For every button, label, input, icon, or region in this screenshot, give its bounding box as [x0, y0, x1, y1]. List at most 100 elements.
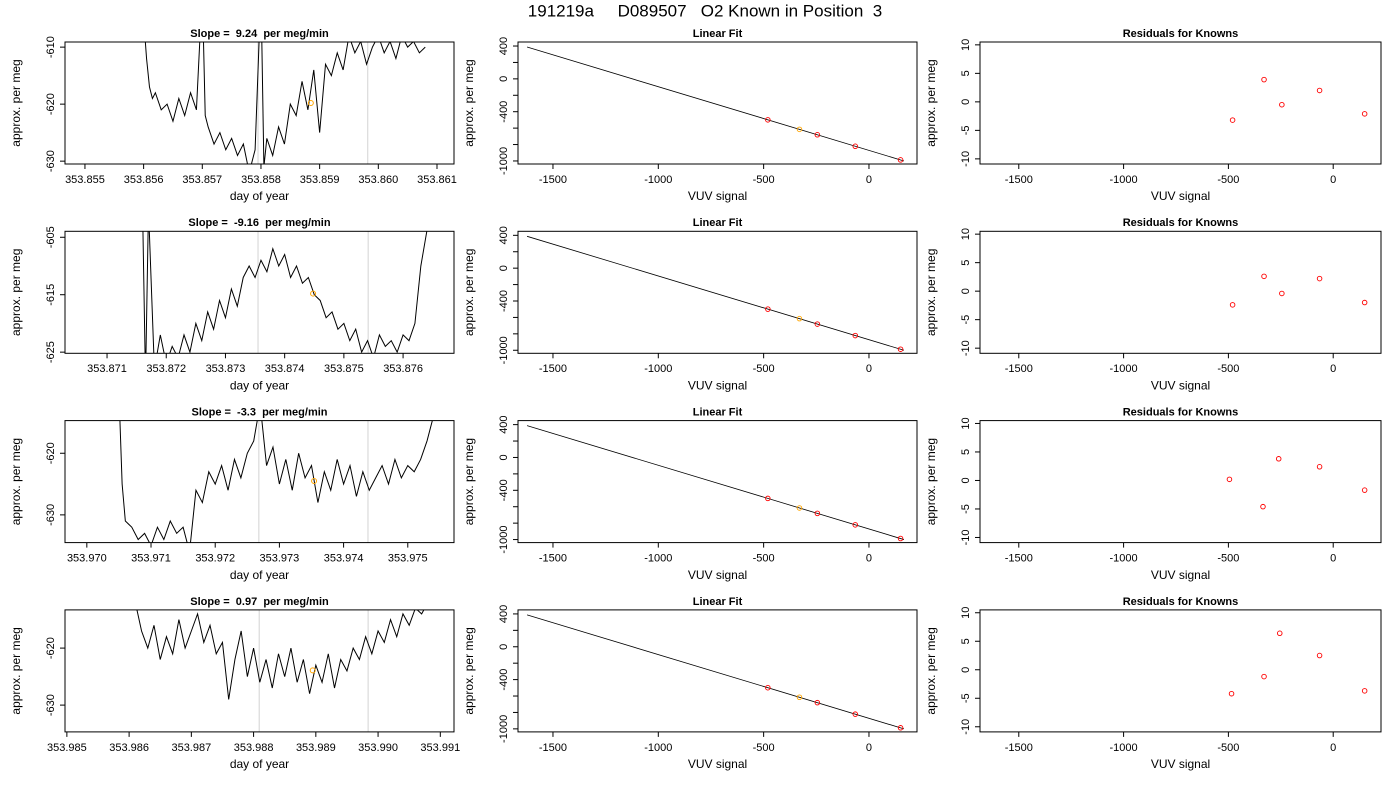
x-tick-label: 0	[866, 363, 872, 375]
x-tick-label: -500	[1217, 174, 1239, 186]
x-tick-label: 353.860	[358, 174, 398, 186]
y-tick-label: -5	[960, 125, 972, 135]
x-tick-label: 0	[1330, 742, 1336, 754]
x-tick-label: -1000	[644, 553, 672, 565]
y-axis-label: approx. per meg	[9, 438, 23, 525]
y-tick-label: 5	[960, 260, 972, 266]
plot-frame	[517, 420, 918, 544]
panel-title: Linear Fit	[693, 407, 743, 419]
data-point	[897, 157, 904, 163]
y-tick-label: -1000	[498, 525, 510, 553]
x-axis-label: VUV signal	[1151, 189, 1210, 203]
data-point	[796, 505, 803, 511]
y-tick-label: 10	[960, 607, 972, 619]
y-tick-label: 0	[498, 454, 510, 460]
data-point	[814, 132, 821, 138]
data-point	[852, 711, 859, 717]
y-tick-label: -400	[498, 669, 510, 691]
y-tick-label: -1000	[498, 147, 510, 175]
panel-title: Residuals for Knowns	[1123, 407, 1239, 419]
y-axis-label: approx. per meg	[924, 627, 938, 714]
plot-area	[119, 420, 433, 543]
fit-line	[526, 425, 905, 540]
y-tick-label: 0	[498, 644, 510, 650]
x-tick-label: 0	[866, 553, 872, 565]
y-tick-label: 400	[498, 415, 510, 433]
y-tick-label: -605	[45, 226, 57, 248]
x-tick-label: -1500	[1005, 174, 1033, 186]
y-tick-label: -400	[498, 479, 510, 501]
x-tick-label: -1500	[539, 174, 567, 186]
y-tick-label: -630	[45, 150, 57, 172]
plot-area	[526, 614, 905, 731]
y-axis-label: approx. per meg	[9, 249, 23, 336]
data-point	[1316, 275, 1323, 282]
series-line	[144, 42, 426, 164]
y-axis-label: approx. per meg	[924, 438, 938, 525]
data-point	[852, 332, 859, 339]
plot-area	[1226, 456, 1368, 510]
y-tick-label: 5	[960, 638, 972, 644]
x-tick-label: -1000	[644, 742, 672, 754]
plot-frame	[64, 420, 455, 544]
x-tick-label: -1000	[1110, 553, 1138, 565]
x-tick-label: 353.987	[171, 742, 211, 754]
y-tick-label: -620	[45, 637, 57, 659]
x-tick-label: 353.991	[420, 742, 460, 754]
x-tick-label: 353.856	[124, 174, 164, 186]
x-tick-label: 353.873	[206, 363, 246, 375]
x-axis-label: day of year	[230, 757, 289, 771]
data-point	[1261, 673, 1267, 680]
y-tick-label: -625	[45, 341, 57, 363]
x-tick-label: 353.872	[146, 363, 186, 375]
x-tick-label: -500	[753, 363, 775, 375]
x-axis-label: VUV signal	[688, 568, 747, 582]
plot-area	[526, 235, 905, 352]
x-tick-label: 0	[1330, 553, 1336, 565]
data-point	[1226, 476, 1233, 483]
x-tick-label: 353.858	[241, 174, 281, 186]
data-point	[1275, 456, 1282, 462]
data-point	[765, 306, 771, 312]
x-tick-label: -1500	[539, 742, 567, 754]
data-point	[1261, 76, 1267, 83]
x-tick-label: 353.988	[234, 742, 274, 754]
panel-title: Slope = 0.97 per meg/min	[190, 596, 329, 608]
data-point	[814, 699, 821, 706]
panel-title: Residuals for Knowns	[1123, 596, 1239, 608]
y-axis-label: approx. per meg	[924, 249, 938, 336]
panel-title: Slope = -3.3 per meg/min	[191, 407, 327, 419]
y-tick-label: -10	[960, 151, 972, 167]
y-tick-label: 10	[960, 417, 972, 429]
data-point	[852, 522, 859, 528]
x-tick-label: 353.876	[383, 363, 423, 375]
fit-line	[526, 235, 905, 351]
x-tick-label: 0	[866, 742, 872, 754]
y-tick-label: -5	[960, 504, 972, 514]
y-tick-label: -10	[960, 719, 972, 735]
plot-frame	[517, 230, 918, 354]
y-tick-label: 5	[960, 70, 972, 76]
panel-title: Residuals for Knowns	[1123, 28, 1239, 40]
x-tick-label: 353.971	[131, 553, 171, 565]
fit-line	[526, 46, 905, 162]
data-point	[852, 143, 859, 150]
y-axis-label: approx. per meg	[924, 59, 938, 146]
x-axis-label: VUV signal	[1151, 378, 1210, 392]
data-point	[814, 321, 821, 327]
x-tick-label: 353.871	[87, 363, 127, 375]
data-point	[1277, 630, 1283, 637]
y-tick-label: -400	[498, 290, 510, 312]
plot-area	[1229, 273, 1368, 308]
highlight-point	[309, 667, 316, 674]
data-point	[897, 725, 904, 731]
panel-title: Linear Fit	[693, 28, 743, 40]
x-tick-label: 0	[1330, 363, 1336, 375]
y-axis-label: approx. per meg	[462, 249, 476, 336]
y-axis-label: approx. per meg	[462, 627, 476, 714]
data-point	[1229, 117, 1236, 123]
x-tick-label: 353.970	[67, 553, 107, 565]
x-tick-label: -1500	[539, 363, 567, 375]
